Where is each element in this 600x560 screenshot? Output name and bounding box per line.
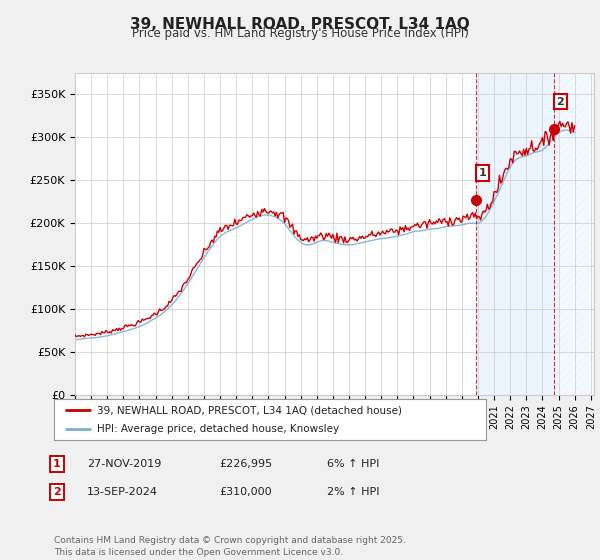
Text: 2: 2 — [53, 487, 61, 497]
Text: 39, NEWHALL ROAD, PRESCOT, L34 1AQ (detached house): 39, NEWHALL ROAD, PRESCOT, L34 1AQ (deta… — [97, 405, 402, 415]
Bar — [559, 73, 594, 395]
Text: 39, NEWHALL ROAD, PRESCOT, L34 1AQ: 39, NEWHALL ROAD, PRESCOT, L34 1AQ — [130, 17, 470, 32]
Text: 6% ↑ HPI: 6% ↑ HPI — [327, 459, 379, 469]
Text: HPI: Average price, detached house, Knowsley: HPI: Average price, detached house, Know… — [97, 424, 340, 433]
Text: 2% ↑ HPI: 2% ↑ HPI — [327, 487, 380, 497]
Text: £226,995: £226,995 — [219, 459, 272, 469]
Text: Price paid vs. HM Land Registry's House Price Index (HPI): Price paid vs. HM Land Registry's House … — [131, 27, 469, 40]
Text: 1: 1 — [479, 168, 487, 178]
Text: 27-NOV-2019: 27-NOV-2019 — [87, 459, 161, 469]
Text: 2: 2 — [556, 96, 564, 106]
Bar — [476, 73, 559, 395]
Text: 1: 1 — [53, 459, 61, 469]
Text: Contains HM Land Registry data © Crown copyright and database right 2025.
This d: Contains HM Land Registry data © Crown c… — [54, 536, 406, 557]
Text: £310,000: £310,000 — [219, 487, 272, 497]
Text: 13-SEP-2024: 13-SEP-2024 — [87, 487, 158, 497]
